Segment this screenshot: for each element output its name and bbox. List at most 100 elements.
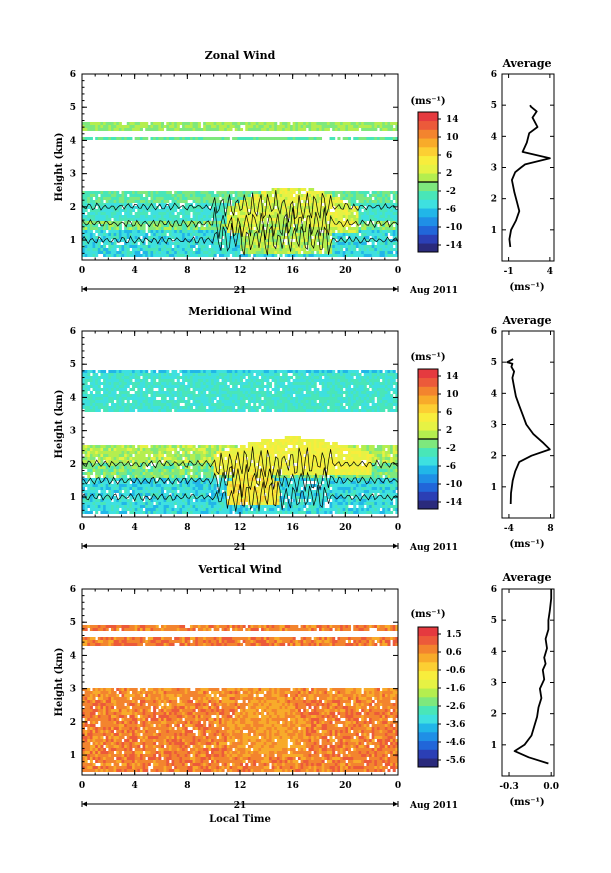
heatmap-cell <box>347 248 351 251</box>
heatmap-cell <box>189 218 193 221</box>
heatmap-cell <box>203 481 207 484</box>
heatmap-cell <box>92 388 96 391</box>
heatmap-cell <box>345 224 349 227</box>
heatmap-cell <box>108 484 112 487</box>
heatmap-cell <box>261 224 265 227</box>
heatmap-cell <box>147 403 151 406</box>
heatmap-cell <box>184 236 188 239</box>
heatmap-cell <box>184 233 188 236</box>
heatmap-cell <box>216 382 220 385</box>
heatmap-cell <box>319 227 323 230</box>
heatmap-cell <box>263 206 267 209</box>
heatmap-cell <box>195 448 199 451</box>
heatmap-cell <box>213 502 217 505</box>
heatmap-cell <box>361 200 365 203</box>
heatmap-cell <box>208 218 212 221</box>
heatmap-cell <box>200 376 204 379</box>
heatmap-cell <box>84 451 88 454</box>
heatmap-cell <box>153 203 157 206</box>
heatmap-cell <box>113 239 117 242</box>
heatmap-cell <box>174 125 178 128</box>
heatmap-cell <box>350 203 354 206</box>
heatmap-cell <box>203 221 207 224</box>
heatmap-cell <box>103 484 107 487</box>
heatmap-cell <box>392 248 396 251</box>
heatmap-cell <box>195 230 199 233</box>
heatmap-cell <box>121 218 125 221</box>
heatmap-cell <box>311 122 315 125</box>
heatmap-cell <box>361 233 365 236</box>
heatmap-cell <box>142 481 146 484</box>
heatmap-cell <box>103 505 107 508</box>
heatmap-cell <box>87 484 91 487</box>
heatmap-cell <box>134 242 138 245</box>
heatmap-cell <box>168 203 172 206</box>
heatmap-cell <box>300 236 304 239</box>
heatmap-cell <box>147 484 151 487</box>
heatmap-cell <box>182 233 186 236</box>
heatmap-cell <box>213 454 217 457</box>
heatmap-cell <box>145 460 149 463</box>
heatmap-cell <box>176 194 180 197</box>
heatmap-cell <box>316 194 320 197</box>
heatmap-cell <box>124 499 128 502</box>
heatmap-cell <box>155 236 159 239</box>
heatmap-cell <box>208 454 212 457</box>
heatmap-cell <box>108 248 112 251</box>
heatmap-cell <box>340 242 344 245</box>
heatmap-cell <box>353 191 357 194</box>
heatmap-cell <box>195 236 199 239</box>
heatmap-cell <box>213 484 217 487</box>
heatmap-cell <box>297 224 301 227</box>
heatmap-cell <box>153 406 157 409</box>
heatmap-cell <box>221 209 225 212</box>
heatmap-cell <box>174 191 178 194</box>
heatmap-cell <box>197 457 201 460</box>
heatmap-cell <box>287 212 291 215</box>
heatmap-cell <box>126 394 130 397</box>
heatmap-cell <box>324 215 328 218</box>
heatmap-cell <box>234 233 238 236</box>
heatmap-cell <box>218 194 222 197</box>
heatmap-cell <box>139 460 143 463</box>
heatmap-cell <box>103 191 107 194</box>
heatmap-cell <box>87 409 91 412</box>
heatmap-cell <box>284 236 288 239</box>
heatmap-cell <box>89 379 93 382</box>
heatmap-cell <box>290 230 294 233</box>
heatmap-cell <box>187 122 191 125</box>
heatmap-cell <box>116 454 120 457</box>
heatmap-cell <box>324 242 328 245</box>
heatmap-cell <box>216 245 220 248</box>
heatmap-cell <box>292 200 296 203</box>
heatmap-cell <box>334 236 338 239</box>
heatmap-cell <box>271 227 275 230</box>
heatmap-cell <box>110 400 114 403</box>
heatmap-cell <box>253 125 257 128</box>
date-axis-arrow <box>393 286 398 292</box>
heatmap-cell <box>87 463 91 466</box>
heatmap-cell <box>113 206 117 209</box>
heatmap-cell <box>211 233 215 236</box>
heatmap-cell <box>224 197 228 200</box>
heatmap-cell <box>205 245 209 248</box>
heatmap-cell <box>287 122 291 125</box>
heatmap-cell <box>195 502 199 505</box>
heatmap-cell <box>347 209 351 212</box>
heatmap-cell <box>376 230 380 233</box>
heatmap-cell <box>95 499 99 502</box>
heatmap-cell <box>187 128 191 131</box>
heatmap-cell <box>139 505 143 508</box>
heatmap-cell <box>108 230 112 233</box>
heatmap-cell <box>213 406 217 409</box>
heatmap-cell <box>208 215 212 218</box>
heatmap-cell <box>358 248 362 251</box>
heatmap-cell <box>319 206 323 209</box>
heatmap-cell <box>179 400 183 403</box>
heatmap-cell <box>216 137 220 140</box>
heatmap-cell <box>137 385 141 388</box>
heatmap-cell <box>379 212 383 215</box>
heatmap-cell <box>221 391 225 394</box>
heatmap-cell <box>129 197 133 200</box>
heatmap-cell <box>208 242 212 245</box>
